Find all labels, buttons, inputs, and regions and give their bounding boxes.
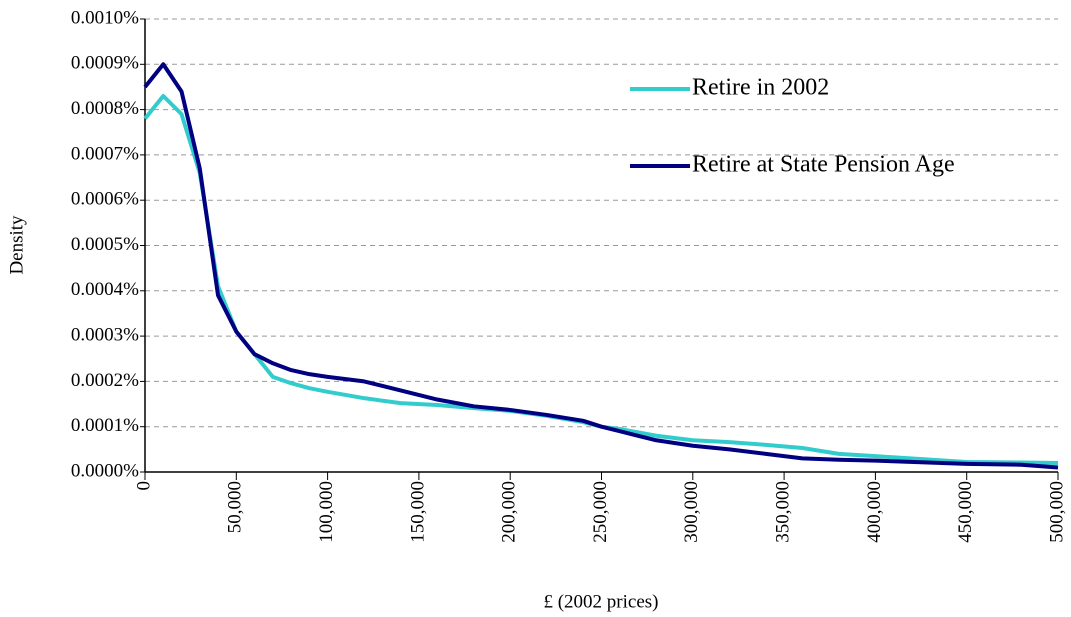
x-tick-label: 250,000	[590, 481, 611, 543]
x-tick-label: 100,000	[316, 481, 337, 543]
y-tick-label: 0.0009%	[71, 53, 139, 74]
series-line	[143, 62, 1059, 470]
y-tick-label: 0.0004%	[71, 279, 139, 300]
y-tick-label: 0.0010%	[71, 7, 139, 28]
y-tick-label: 0.0002%	[71, 370, 139, 391]
y-axis-label: Density	[6, 215, 27, 275]
x-tick-label: 300,000	[681, 481, 702, 543]
y-tick-label: 0.0000%	[71, 460, 139, 481]
x-tick-label: 200,000	[499, 481, 520, 543]
legend-label: Retire in 2002	[692, 75, 829, 101]
y-tick-label: 0.0008%	[71, 98, 139, 119]
x-tick-label: 350,000	[772, 481, 793, 543]
legend-label: Retire at State Pension Age	[692, 152, 955, 178]
x-tick-label: 450,000	[955, 481, 976, 543]
x-tick-label: 50,000	[225, 481, 246, 533]
x-tick-label: 500,000	[1046, 481, 1067, 543]
x-tick-label: 150,000	[407, 481, 428, 543]
y-tick-label: 0.0003%	[71, 324, 139, 345]
y-tick-label: 0.0006%	[71, 189, 139, 210]
x-tick-label: 0	[133, 481, 154, 491]
y-tick-label: 0.0001%	[71, 415, 139, 436]
y-tick-label: 0.0007%	[71, 143, 139, 164]
x-axis-label: £ (2002 prices)	[543, 591, 658, 612]
y-tick-label: 0.0005%	[71, 234, 139, 255]
x-tick-label: 400,000	[864, 481, 885, 543]
